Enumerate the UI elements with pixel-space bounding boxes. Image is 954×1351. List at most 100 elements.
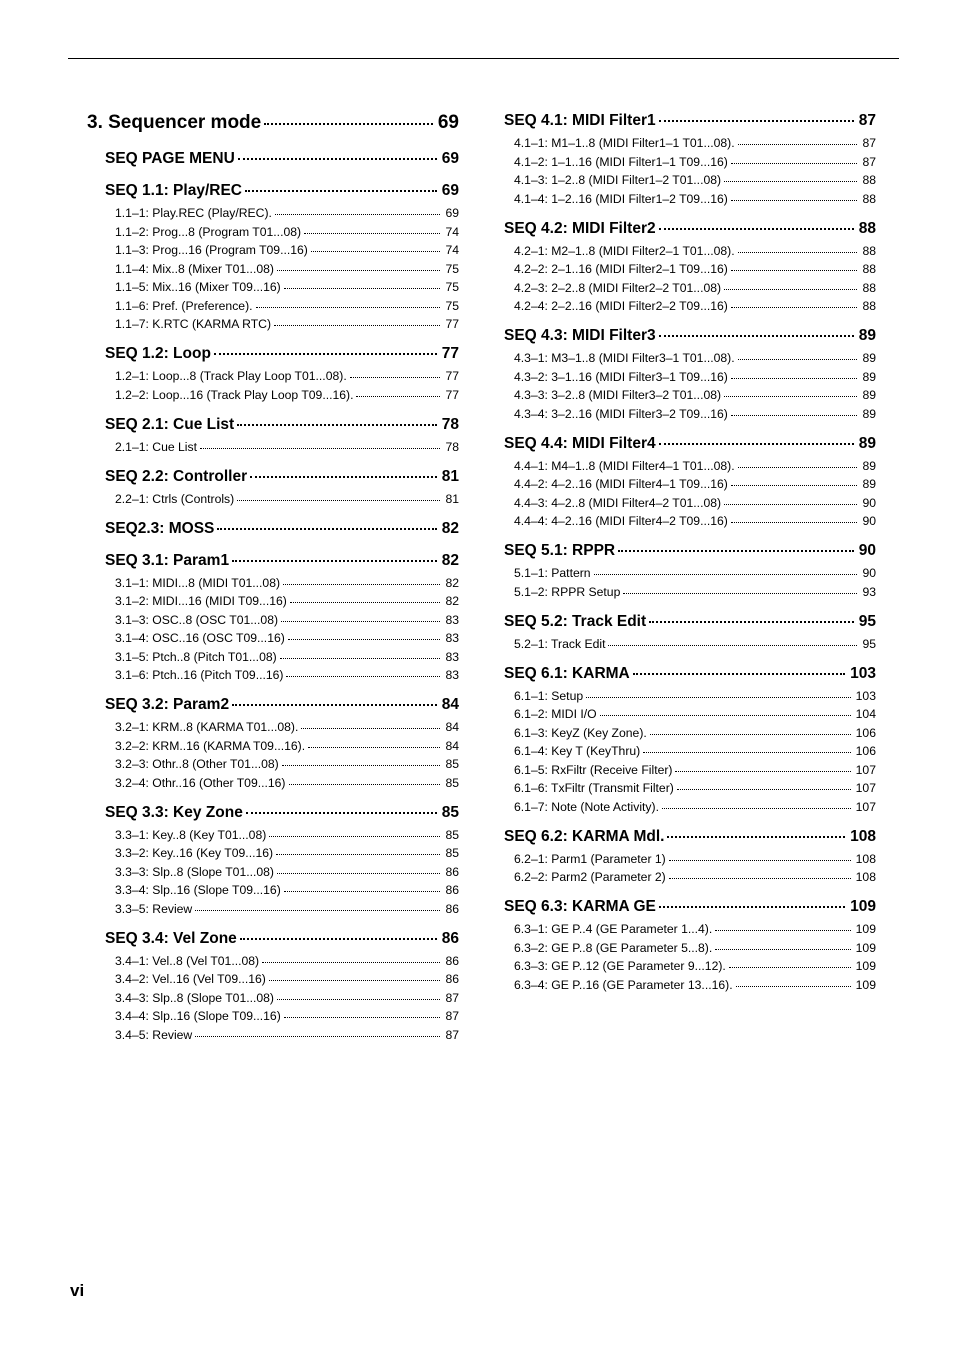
toc-entry: 6.1–5: RxFiltr (Receive Filter)107: [504, 763, 876, 777]
toc-leader-dots: [600, 715, 851, 716]
toc-section: SEQ 6.1: KARMA103: [504, 665, 876, 683]
toc-section: SEQ 4.1: MIDI Filter187: [504, 112, 876, 130]
toc-page: 83: [443, 613, 459, 627]
toc-leader-dots: [240, 938, 437, 940]
toc-leader-dots: [731, 307, 858, 308]
toc-label: SEQ 5.1: RPPR: [504, 542, 615, 560]
toc-label: SEQ 2.2: Controller: [105, 468, 247, 486]
toc-entry: 3.4–5: Review87: [87, 1028, 459, 1042]
toc-page: 88: [860, 281, 876, 295]
toc-page: 103: [854, 689, 876, 703]
toc-entry: 6.1–3: KeyZ (Key Zone).106: [504, 726, 876, 740]
toc-label: 3.1–4: OSC..16 (OSC T09...16): [115, 631, 285, 645]
toc-page: 107: [854, 781, 876, 795]
toc-label: SEQ 3.1: Param1: [105, 552, 229, 570]
toc-entry: 4.2–3: 2–2..8 (MIDI Filter2–2 T01...08)8…: [504, 281, 876, 295]
toc-page: 89: [860, 407, 876, 421]
toc-page: 108: [854, 852, 876, 866]
toc-leader-dots: [669, 860, 851, 861]
toc-leader-dots: [659, 120, 854, 122]
toc-label: SEQ PAGE MENU: [105, 150, 235, 168]
toc-label: SEQ 3.2: Param2: [105, 696, 229, 714]
toc-label: 3.2–3: Othr..8 (Other T01...08): [115, 757, 279, 771]
toc-leader-dots: [264, 123, 433, 125]
toc-page: 69: [440, 182, 459, 200]
toc-page: 86: [443, 865, 459, 879]
toc-leader-dots: [269, 836, 440, 837]
toc-entry: 3.3–2: Key..16 (Key T09...16)85: [87, 846, 459, 860]
toc-leader-dots: [649, 621, 854, 623]
toc-leader-dots: [237, 500, 440, 501]
toc-section: SEQ 3.2: Param2 84: [87, 696, 459, 714]
toc-label: 1.1–5: Mix..16 (Mixer T09...16): [115, 280, 281, 294]
toc-leader-dots: [237, 424, 437, 426]
toc-page: 84: [440, 696, 459, 714]
toc-page: 87: [443, 1028, 459, 1042]
toc-leader-dots: [724, 181, 857, 182]
toc-label: 4.3–3: 3–2..8 (MIDI Filter3–2 T01...08): [514, 388, 721, 402]
toc-leader-dots: [277, 270, 440, 271]
toc-entry: 1.1–6: Pref. (Preference).75: [87, 299, 459, 313]
toc-page: 78: [440, 416, 459, 434]
toc-label: 1.1–1: Play.REC (Play/REC).: [115, 206, 272, 220]
toc-label: 4.4–4: 4–2..16 (MIDI Filter4–2 T09...16): [514, 514, 728, 528]
toc-label: 3.2–4: Othr..16 (Other T09...16): [115, 776, 286, 790]
toc-label: 6.1–2: MIDI I/O: [514, 707, 597, 721]
toc-entry: 3.4–4: Slp..16 (Slope T09...16)87: [87, 1009, 459, 1023]
toc-entry: 3.2–1: KRM..8 (KARMA T01...08).84: [87, 720, 459, 734]
toc-label: 3.1–3: OSC..8 (OSC T01...08): [115, 613, 278, 627]
toc-leader-dots: [232, 704, 437, 706]
toc-entry: 3.2–3: Othr..8 (Other T01...08)85: [87, 757, 459, 771]
toc-leader-dots: [724, 504, 857, 505]
toc-label: 4.1–1: M1–1..8 (MIDI Filter1–1 T01...08)…: [514, 136, 735, 150]
toc-page: 88: [860, 192, 876, 206]
toc-label: 1.2–1: Loop...8 (Track Play Loop T01...0…: [115, 369, 347, 383]
toc-label: 6.1–3: KeyZ (Key Zone).: [514, 726, 647, 740]
toc-leader-dots: [214, 353, 437, 355]
toc-leader-dots: [731, 415, 858, 416]
toc-column-right: SEQ 4.1: MIDI Filter187 4.1–1: M1–1..8 (M…: [504, 100, 876, 1046]
toc-section: SEQ 3.3: Key Zone85: [87, 804, 459, 822]
toc-entry: 4.4–3: 4–2..8 (MIDI Filter4–2 T01...08)9…: [504, 496, 876, 510]
toc-label: 4.1–4: 1–2..16 (MIDI Filter1–2 T09...16): [514, 192, 728, 206]
toc-leader-dots: [659, 443, 854, 445]
toc-label: 3.4–1: Vel..8 (Vel T01...08): [115, 954, 259, 968]
toc-label: SEQ 1.2: Loop: [105, 345, 211, 363]
toc-page: 88: [860, 244, 876, 258]
toc-label: SEQ2.3: MOSS: [105, 520, 214, 538]
toc-page: 89: [860, 351, 876, 365]
toc-leader-dots: [715, 930, 850, 931]
toc-leader-dots: [667, 836, 845, 838]
toc-entry: 5.1–1: Pattern90: [504, 566, 876, 580]
toc-entry: 6.1–1: Setup103: [504, 689, 876, 703]
toc-page: 107: [854, 800, 876, 814]
toc-page: 87: [443, 1009, 459, 1023]
toc-section: SEQ 5.2: Track Edit95: [504, 613, 876, 631]
toc-label: SEQ 2.1: Cue List: [105, 416, 234, 434]
toc-page: 85: [440, 804, 459, 822]
toc-page: 106: [854, 744, 876, 758]
toc-label: 6.3–4: GE P..16 (GE Parameter 13...16).: [514, 978, 733, 992]
toc-label: SEQ 6.3: KARMA GE: [504, 898, 656, 916]
toc-label: 6.1–7: Note (Note Activity).: [514, 800, 659, 814]
toc-leader-dots: [277, 999, 440, 1000]
toc-page: 103: [848, 665, 876, 683]
toc-label: SEQ 3.4: Vel Zone: [105, 930, 237, 948]
toc-section: SEQ 3.1: Param182: [87, 552, 459, 570]
toc-label: 4.3–4: 3–2..16 (MIDI Filter3–2 T09...16): [514, 407, 728, 421]
toc-label: 4.3–2: 3–1..16 (MIDI Filter3–1 T09...16): [514, 370, 728, 384]
toc-label: 1.1–4: Mix..8 (Mixer T01...08): [115, 262, 274, 276]
toc-label: 6.3–2: GE P..8 (GE Parameter 5...8).: [514, 941, 712, 955]
toc-page: 89: [860, 477, 876, 491]
toc-leader-dots: [288, 639, 441, 640]
toc-leader-dots: [669, 878, 851, 879]
toc-entry: 6.1–7: Note (Note Activity). 107: [504, 800, 876, 814]
toc-label: 3.1–2: MIDI...16 (MIDI T09...16): [115, 594, 287, 608]
toc-page: 74: [443, 243, 459, 257]
toc-leader-dots: [217, 528, 436, 530]
toc-page: 82: [443, 576, 459, 590]
toc-section: SEQ 2.2: Controller81: [87, 468, 459, 486]
toc-entry: 3.1–5: Ptch..8 (Pitch T01...08)83: [87, 650, 459, 664]
toc-entry: 6.2–2: Parm2 (Parameter 2)108: [504, 870, 876, 884]
toc-entry: 6.3–3: GE P..12 (GE Parameter 9...12).10…: [504, 959, 876, 973]
